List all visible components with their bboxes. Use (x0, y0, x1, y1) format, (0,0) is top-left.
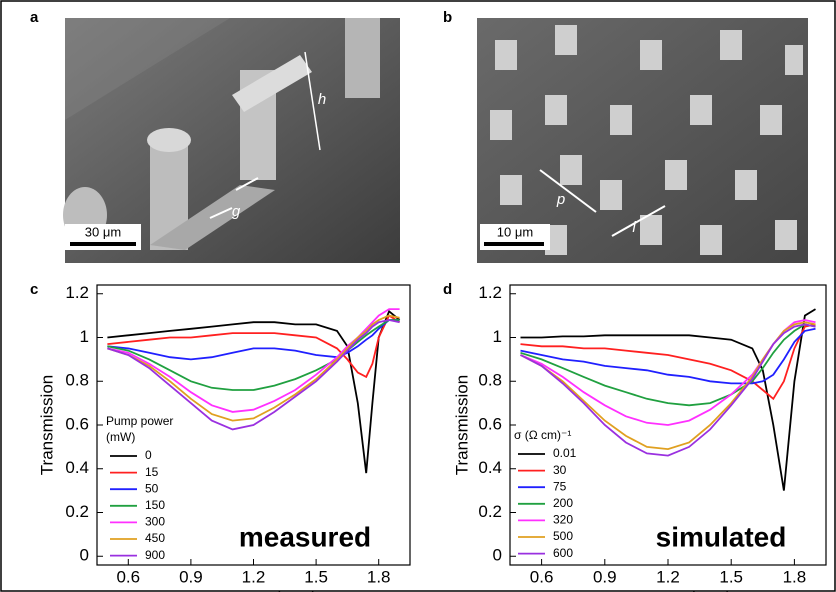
y-tick-label: 1.2 (65, 283, 89, 302)
chart-annotation: simulated (656, 521, 787, 552)
series-line (520, 321, 816, 451)
x-tick-label: 1.2 (242, 567, 266, 586)
y-tick-label: 0.2 (478, 502, 502, 521)
x-axis-label: Frequency (THz) (604, 588, 732, 592)
scale-bar-label: 10 μm (497, 224, 533, 239)
legend-label: 50 (145, 481, 159, 495)
series-line (107, 314, 401, 379)
legend-title: (mW) (106, 430, 135, 444)
legend-label: 500 (553, 529, 573, 543)
x-tick-label: 1.5 (304, 567, 328, 586)
legend-label: 150 (145, 498, 165, 512)
y-tick-label: 1 (493, 327, 502, 346)
legend-label: 0.01 (553, 446, 577, 460)
y-tick-label: 0.8 (65, 371, 89, 390)
panel-label: b (443, 9, 452, 26)
series-line (107, 308, 400, 413)
legend-label: 450 (145, 531, 165, 545)
legend-title: Pump power (106, 414, 173, 428)
y-tick-label: 0 (493, 546, 502, 565)
legend-label: 300 (145, 515, 165, 529)
y-tick-label: 1.2 (478, 283, 502, 302)
legend-label: 75 (553, 479, 567, 493)
legend-label: 320 (553, 513, 573, 527)
y-tick-label: 0 (80, 546, 89, 565)
y-tick-label: 0.8 (478, 371, 502, 390)
x-tick-label: 1.2 (656, 567, 680, 586)
y-axis-label: Transmission (452, 375, 471, 475)
sem-image-b (477, 18, 808, 263)
series-line (107, 314, 400, 422)
x-tick-label: 1.8 (783, 567, 807, 586)
legend-label: 0 (145, 448, 152, 462)
y-axis-label: Transmission (37, 375, 56, 475)
legend-title: σ (Ω cm)⁻¹ (514, 428, 571, 442)
legend-label: 900 (145, 548, 165, 562)
y-tick-label: 0.4 (65, 458, 89, 477)
panel-label: d (443, 281, 452, 298)
image-annotation: h (318, 91, 326, 108)
y-tick-label: 1 (80, 327, 89, 346)
legend-label: 30 (553, 463, 567, 477)
series-line (520, 323, 816, 457)
series-line (520, 323, 816, 401)
legend-label: 600 (553, 546, 573, 560)
series-line (107, 319, 400, 431)
series-line (107, 319, 400, 361)
series-line (520, 308, 816, 491)
image-annotation: p (556, 191, 565, 208)
legend-label: 200 (553, 496, 573, 510)
y-tick-label: 0.6 (65, 414, 89, 433)
chart-annotation: measured (239, 521, 371, 552)
x-axis-label: Frequency (THz) (190, 588, 318, 592)
y-tick-label: 0.2 (65, 502, 89, 521)
series-line (520, 323, 816, 407)
x-tick-label: 1.8 (367, 567, 391, 586)
panel-label: c (30, 281, 38, 298)
x-tick-label: 1.5 (719, 567, 743, 586)
y-tick-label: 0.4 (478, 458, 502, 477)
legend-label: 15 (145, 465, 159, 479)
series-line (520, 327, 816, 385)
x-tick-label: 0.9 (179, 567, 203, 586)
y-tick-label: 0.6 (478, 414, 502, 433)
sem-image-a (63, 18, 400, 263)
x-tick-label: 0.6 (116, 567, 140, 586)
x-tick-label: 0.9 (593, 567, 617, 586)
x-tick-label: 0.6 (530, 567, 554, 586)
series-line (107, 319, 400, 391)
image-annotation: l (632, 219, 636, 236)
panel-label: a (30, 9, 39, 26)
image-annotation: g (232, 203, 241, 220)
scale-bar-label: 30 μm (85, 224, 121, 239)
series-line (107, 309, 401, 474)
